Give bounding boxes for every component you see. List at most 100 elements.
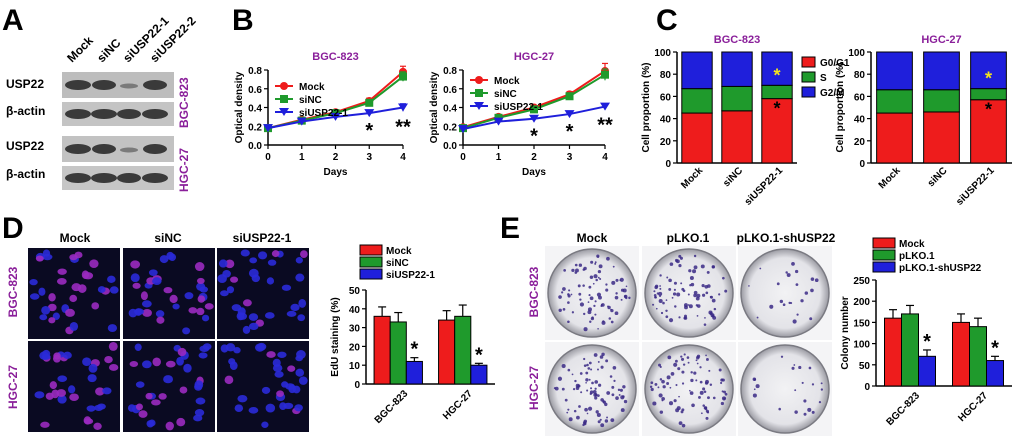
colony bbox=[652, 303, 655, 306]
colony bbox=[786, 273, 791, 278]
cell-nucleus bbox=[272, 364, 283, 372]
colony bbox=[693, 371, 697, 375]
cell-nucleus bbox=[82, 357, 92, 367]
legend-label: siUSP22-1 bbox=[299, 108, 348, 119]
colony bbox=[655, 307, 658, 310]
colony bbox=[566, 411, 569, 414]
cell-nucleus bbox=[169, 294, 178, 304]
colony bbox=[587, 406, 593, 411]
significance-star: * bbox=[985, 100, 992, 120]
data-point bbox=[529, 114, 539, 123]
colony bbox=[613, 379, 616, 382]
legend-swatch bbox=[801, 86, 816, 98]
bar bbox=[470, 364, 488, 385]
colony bbox=[683, 316, 688, 320]
band bbox=[92, 80, 116, 90]
cell-nucleus bbox=[65, 308, 75, 317]
colony bbox=[808, 366, 812, 370]
blot2-row-usp22: USP22 bbox=[6, 139, 44, 153]
colony bbox=[702, 387, 706, 391]
colony bbox=[803, 399, 807, 403]
cell-nucleus bbox=[140, 291, 148, 301]
cell-nucleus bbox=[225, 259, 235, 269]
colony bbox=[769, 304, 774, 309]
cell-nucleus bbox=[264, 312, 275, 319]
stacked-bar-segment bbox=[876, 89, 913, 114]
legend-swatch bbox=[872, 237, 896, 249]
cell-nucleus bbox=[158, 393, 167, 400]
cell-nucleus bbox=[199, 286, 208, 293]
colony bbox=[609, 375, 613, 378]
colony bbox=[701, 283, 705, 288]
colony bbox=[693, 293, 697, 298]
colony bbox=[568, 417, 573, 422]
legend-label: Mock bbox=[299, 82, 325, 93]
cell-nucleus bbox=[146, 420, 155, 428]
x-tick-label: 0 bbox=[460, 152, 466, 163]
y-tick-label: 30 bbox=[349, 324, 361, 335]
x-tick-label: HGC-27 bbox=[956, 390, 990, 424]
colony bbox=[681, 370, 685, 374]
colony-col-mock: Mock bbox=[577, 231, 608, 245]
colony bbox=[668, 287, 672, 291]
colony bbox=[669, 386, 672, 389]
stacked-bar-segment bbox=[970, 99, 1007, 164]
colony bbox=[597, 327, 599, 330]
y-tick-label: 80 bbox=[854, 70, 866, 81]
cell-nucleus bbox=[102, 387, 112, 395]
legend-label: pLKO.1 bbox=[899, 251, 935, 262]
colony bbox=[702, 404, 705, 407]
colony bbox=[723, 390, 727, 394]
colony bbox=[710, 295, 714, 299]
cell-nucleus bbox=[56, 389, 67, 397]
significance-star: * bbox=[923, 331, 931, 353]
y-tick-label: 20 bbox=[854, 137, 866, 148]
colony bbox=[796, 313, 799, 316]
colony bbox=[601, 352, 605, 357]
data-point bbox=[364, 109, 375, 118]
cell-nucleus bbox=[109, 286, 119, 294]
data-point bbox=[398, 103, 408, 112]
cell-nucleus bbox=[286, 310, 297, 317]
colony bbox=[713, 307, 717, 311]
colony bbox=[604, 402, 608, 407]
colony bbox=[622, 385, 626, 389]
cell-nucleus bbox=[152, 357, 161, 367]
cell-nucleus bbox=[176, 417, 186, 427]
cell-nucleus bbox=[108, 341, 118, 351]
colony bbox=[659, 274, 662, 277]
x-tick-label: siNC bbox=[721, 165, 745, 189]
colony bbox=[695, 379, 698, 382]
stacked-bar-segment bbox=[721, 51, 753, 87]
y-tick-label: 50 bbox=[859, 361, 871, 372]
colony bbox=[600, 365, 604, 369]
colony bbox=[724, 392, 728, 396]
data-point bbox=[565, 92, 574, 101]
cell-nucleus bbox=[134, 308, 144, 316]
colony bbox=[681, 357, 685, 361]
colony bbox=[778, 407, 781, 411]
bar bbox=[884, 317, 902, 387]
cell-nucleus bbox=[39, 314, 48, 321]
stacked-bar-segment bbox=[876, 51, 913, 91]
cell-nucleus bbox=[93, 422, 102, 430]
colony bbox=[579, 298, 582, 301]
cell-nucleus bbox=[94, 404, 104, 411]
cell-nucleus bbox=[267, 259, 277, 266]
cell-nucleus bbox=[172, 303, 180, 310]
cell-nucleus bbox=[197, 295, 206, 303]
cell-nucleus bbox=[277, 351, 287, 358]
colony bbox=[574, 271, 578, 274]
colony bbox=[612, 265, 615, 268]
colony bbox=[561, 364, 566, 369]
stacked-bar-segment bbox=[721, 85, 753, 112]
cell-nucleus bbox=[194, 380, 204, 390]
bar bbox=[438, 319, 456, 385]
cell-nucleus bbox=[226, 286, 235, 294]
edu-images bbox=[28, 248, 309, 432]
edu-col-sinc: siNC bbox=[154, 231, 182, 245]
colony bbox=[614, 311, 619, 316]
colony bbox=[591, 381, 594, 385]
chart-title: BGC-823 bbox=[714, 34, 760, 46]
